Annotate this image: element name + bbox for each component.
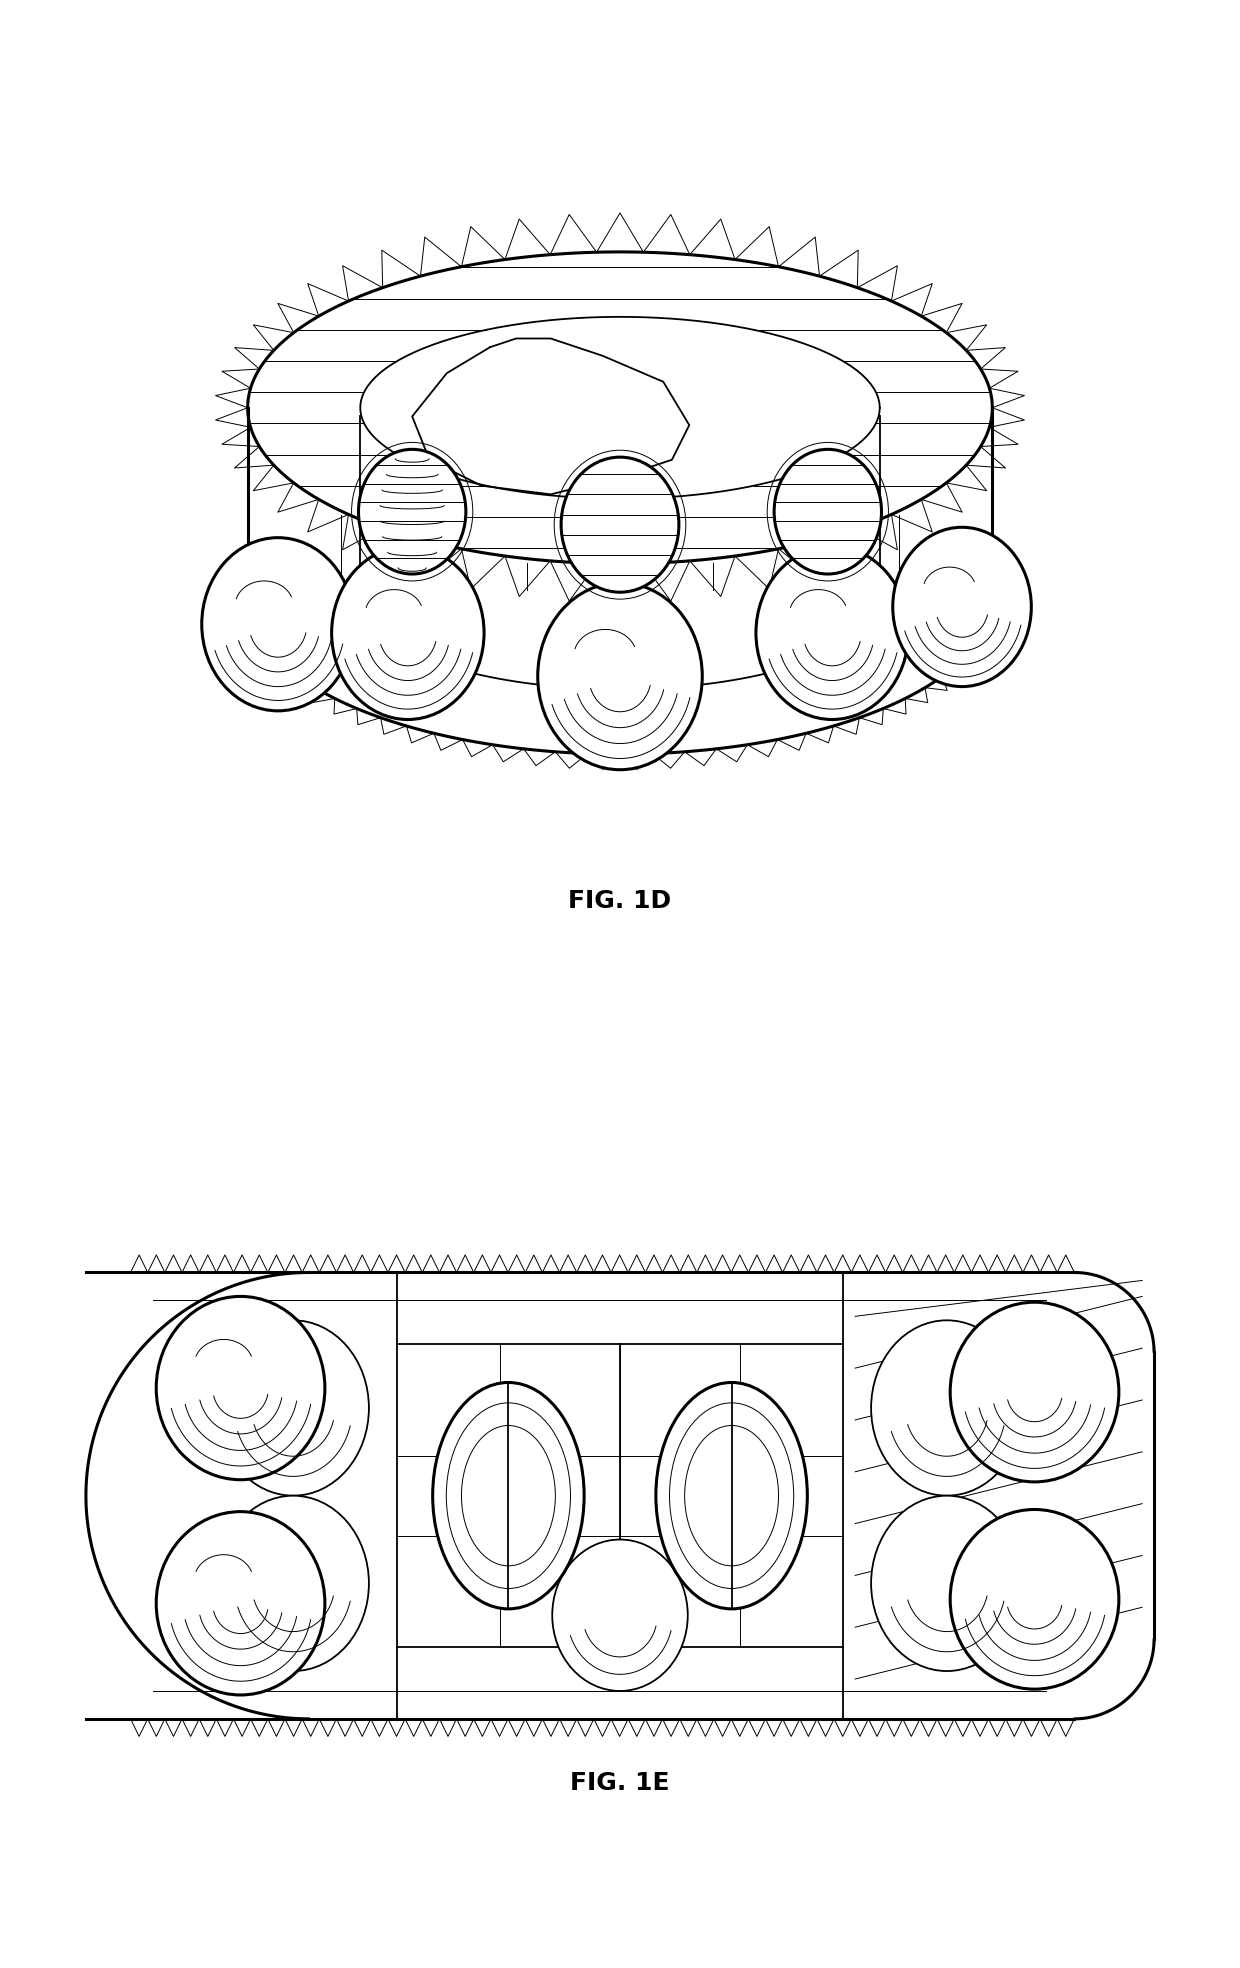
- Ellipse shape: [202, 537, 355, 710]
- Ellipse shape: [331, 547, 484, 720]
- Ellipse shape: [870, 1321, 1023, 1496]
- Text: FIG. 1D: FIG. 1D: [568, 890, 672, 913]
- Ellipse shape: [562, 457, 678, 592]
- Ellipse shape: [774, 449, 882, 575]
- Ellipse shape: [433, 1382, 584, 1610]
- Ellipse shape: [552, 1539, 688, 1691]
- Ellipse shape: [950, 1303, 1118, 1482]
- Ellipse shape: [358, 449, 466, 575]
- Ellipse shape: [217, 1496, 370, 1671]
- Ellipse shape: [756, 547, 909, 720]
- Ellipse shape: [893, 527, 1032, 687]
- Ellipse shape: [950, 1509, 1118, 1689]
- Ellipse shape: [870, 1496, 1023, 1671]
- Ellipse shape: [656, 1382, 807, 1610]
- Ellipse shape: [156, 1297, 325, 1480]
- Text: FIG. 1E: FIG. 1E: [570, 1771, 670, 1795]
- Ellipse shape: [217, 1321, 370, 1496]
- Ellipse shape: [538, 583, 702, 769]
- Ellipse shape: [156, 1511, 325, 1694]
